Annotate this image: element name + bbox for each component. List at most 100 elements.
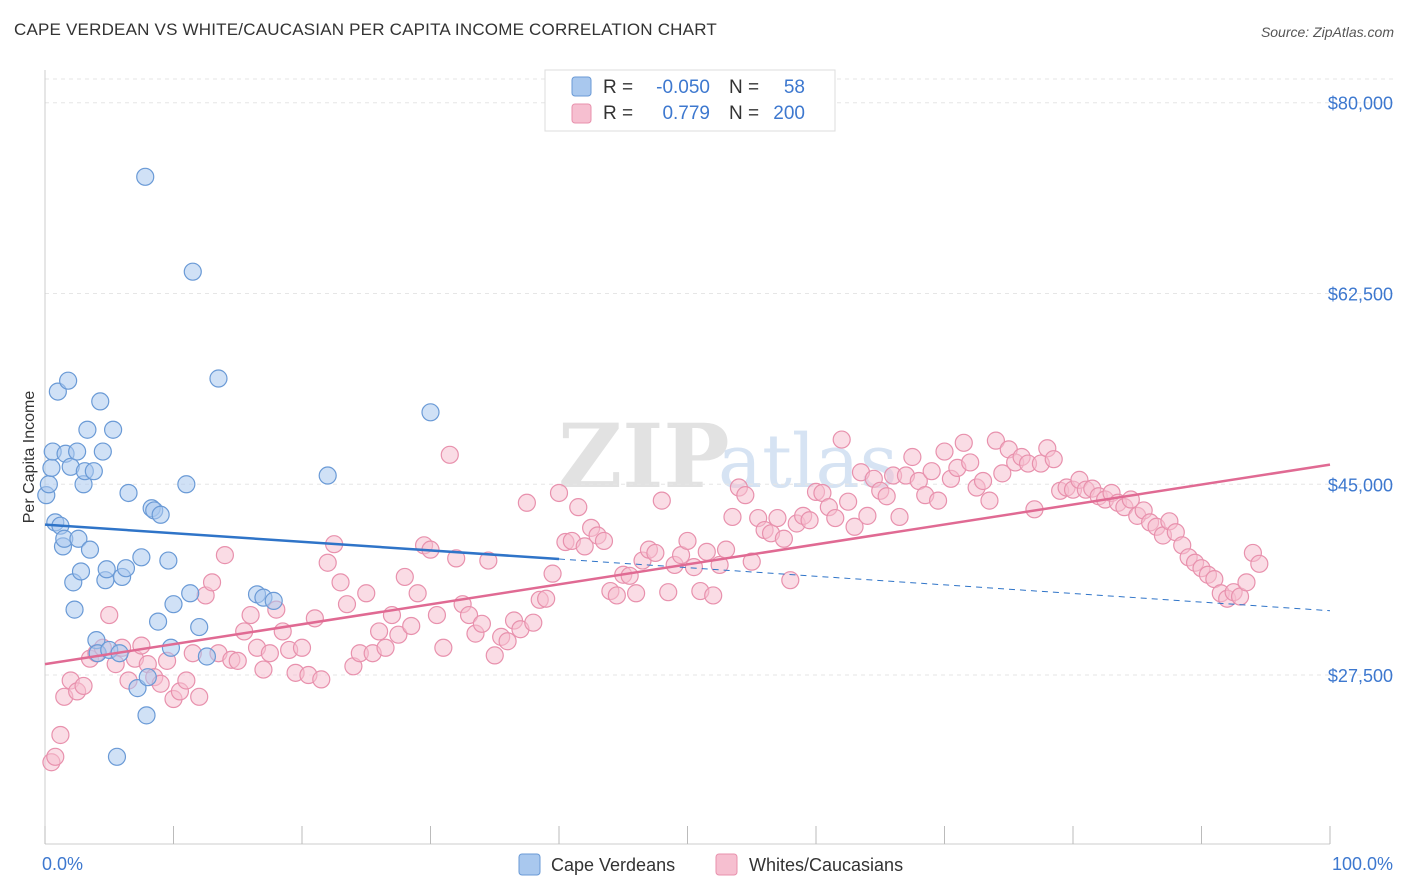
x-tick-label-min: 0.0% [42,854,83,874]
legend-box [544,69,836,132]
point-whites-caucasians [74,676,93,696]
point-cape-verdeans [71,562,91,581]
point-whites-caucasians [524,613,543,632]
point-whites-caucasians [357,584,376,603]
trend-line-cape-verdeans [44,523,560,561]
y-tick-label: $45,000 [1328,475,1393,495]
point-cape-verdeans [136,167,155,186]
point-whites-caucasians [1250,554,1269,573]
point-whites-caucasians [331,573,350,592]
point-whites-caucasians [781,571,800,590]
watermark-zip: ZIP [558,404,730,508]
legend-n-label-pink: N = [729,103,759,124]
point-whites-caucasians [594,531,614,551]
point-cape-verdeans [91,392,110,411]
legend-swatch-blue [571,76,592,97]
point-whites-caucasians [517,493,536,512]
point-cape-verdeans [65,600,84,619]
point-cape-verdeans [183,262,202,281]
point-whites-caucasians [986,431,1006,450]
point-whites-caucasians [254,660,273,679]
x-tick-label-max: 100.0% [1332,854,1393,874]
point-whites-caucasians [447,549,466,568]
legend-r-value-blue: -0.050 [656,77,710,98]
trend-lines [44,463,1331,666]
legend-n-label-blue: N = [729,77,759,98]
point-whites-caucasians [858,506,877,525]
point-whites-caucasians [961,453,980,472]
point-whites-caucasians [312,670,331,689]
point-whites-caucasians [1044,450,1063,469]
point-whites-caucasians [832,430,851,449]
point-whites-caucasians [954,433,973,452]
legend-r-label-blue: R = [603,77,633,98]
point-whites-caucasians [684,558,704,577]
point-whites-caucasians [800,511,819,530]
series-whites-caucasians [42,430,1269,772]
point-whites-caucasians [389,625,408,644]
point-whites-caucasians [100,605,119,625]
point-cape-verdeans [190,617,209,637]
point-cape-verdeans [177,475,196,494]
point-whites-caucasians [395,567,414,587]
x-tick-labels: 0.0% 100.0% [42,854,1393,874]
point-whites-caucasians [839,492,858,511]
point-cape-verdeans [42,458,61,478]
point-whites-caucasians [408,584,427,603]
point-whites-caucasians [132,636,151,655]
point-cape-verdeans [69,529,88,548]
point-whites-caucasians [292,638,312,657]
point-whites-caucasians [46,747,65,766]
series-legend-label-blue: Cape Verdeans [551,855,675,875]
point-cape-verdeans [181,584,200,603]
point-whites-caucasians [241,605,260,625]
point-cape-verdeans [264,591,283,610]
point-whites-caucasians [427,605,447,625]
point-cape-verdeans [159,551,178,570]
point-whites-caucasians [877,487,896,506]
point-cape-verdeans [97,560,116,579]
point-whites-caucasians [569,498,588,517]
point-whites-caucasians [626,584,646,603]
point-whites-caucasians [575,537,594,556]
point-cape-verdeans [119,483,138,503]
point-whites-caucasians [459,605,479,625]
point-cape-verdeans [164,595,183,614]
point-whites-caucasians [845,517,864,536]
point-whites-caucasians [215,546,234,565]
source-credit: Source: ZipAtlas.com [1260,24,1394,40]
chart-title: CAPE VERDEAN VS WHITE/CAUCASIAN PER CAPI… [14,20,717,39]
point-whites-caucasians [723,507,742,527]
point-whites-caucasians [370,622,389,641]
point-cape-verdeans [318,466,337,485]
point-whites-caucasians [774,529,793,548]
point-cape-verdeans [197,647,217,666]
point-whites-caucasians [928,491,948,510]
point-whites-caucasians [646,543,665,563]
point-whites-caucasians [434,638,453,657]
point-whites-caucasians [376,638,395,657]
series-legend-swatch-blue [518,853,541,876]
series-legend-label-pink: Whites/Caucasians [749,855,903,875]
point-whites-caucasians [177,671,196,690]
point-whites-caucasians [607,586,626,605]
point-whites-caucasians [736,486,755,505]
point-whites-caucasians [973,471,993,491]
legend-n-value-blue: 58 [784,77,805,98]
point-whites-caucasians [1237,573,1256,592]
point-whites-caucasians [890,507,909,527]
point-whites-caucasians [716,540,736,559]
point-whites-caucasians [472,614,491,633]
point-cape-verdeans [161,638,181,657]
point-whites-caucasians [402,616,421,636]
point-whites-caucasians [922,462,941,481]
point-cape-verdeans [39,475,58,494]
axes [44,70,1331,845]
trend-line-whites-caucasians [44,463,1331,666]
legend-swatch-pink [571,103,592,124]
point-whites-caucasians [935,442,954,461]
point-cape-verdeans [107,747,127,766]
point-whites-caucasians [260,644,279,663]
point-whites-caucasians [537,589,556,608]
